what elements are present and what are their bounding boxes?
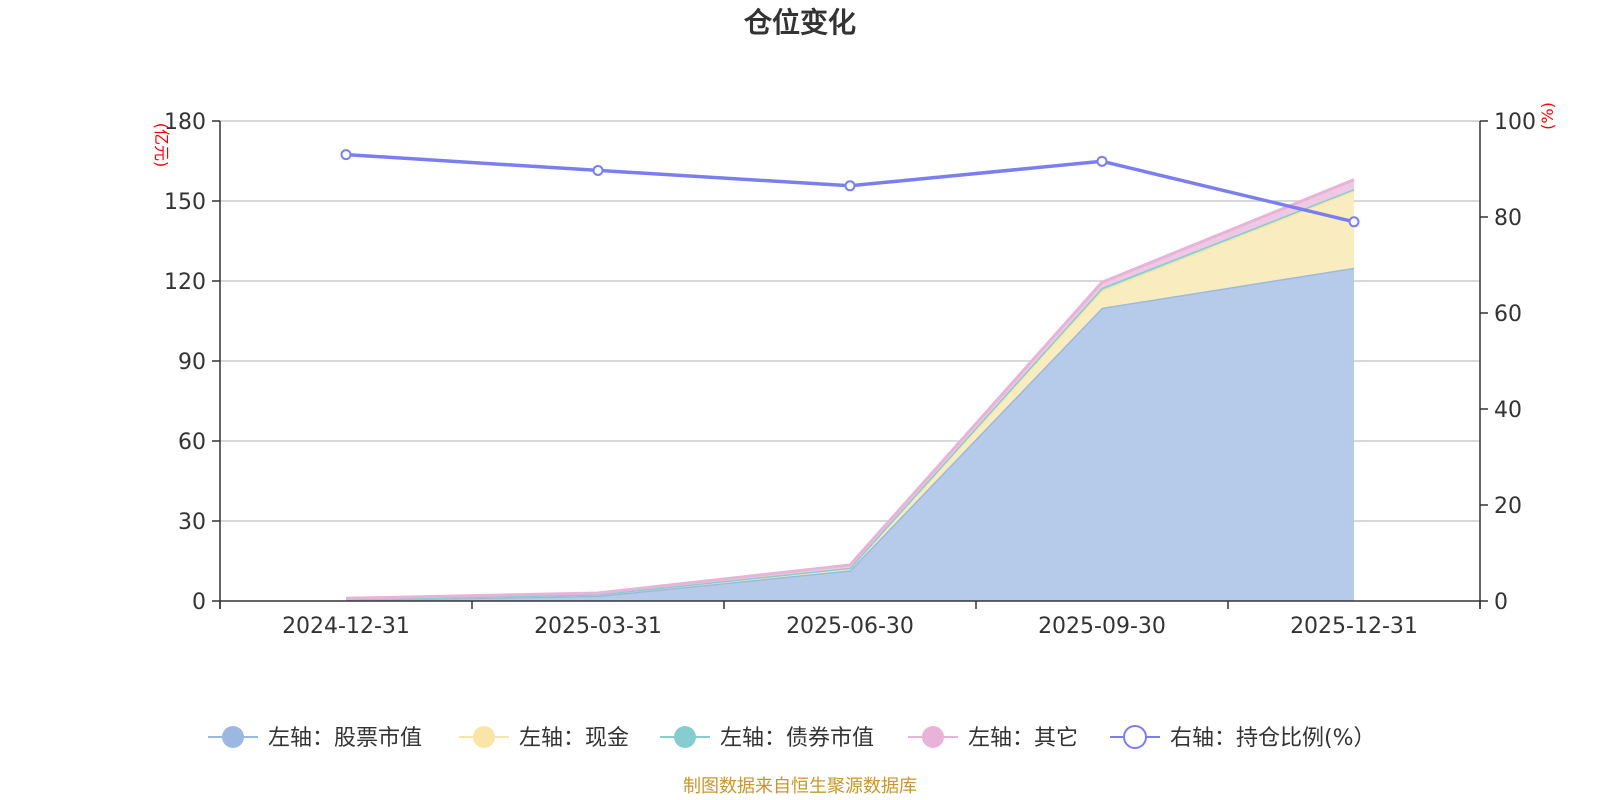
right-axis-tick-label: 20 <box>1494 494 1522 519</box>
left-axis-tick-label: 30 <box>178 510 206 535</box>
x-axis-tick-label: 2024-12-31 <box>282 614 410 639</box>
ratio-line-series <box>340 149 1360 228</box>
legend-marker <box>922 726 944 748</box>
right-axis-tick-label: 60 <box>1494 302 1522 327</box>
x-axis-tick-label: 2025-06-30 <box>786 614 914 639</box>
legend: 左轴：股票市值 左轴：现金 左轴：债券市值 左轴：其它 右轴：持仓比例(%） <box>208 725 1376 751</box>
ratio-point <box>592 164 604 176</box>
stacked-areas <box>345 178 1355 602</box>
legend-marker <box>674 726 696 748</box>
area-2 <box>346 190 1354 600</box>
left-axis-tick-label: 150 <box>164 190 206 215</box>
data-source-note: 制图数据来自恒生聚源数据库 <box>683 776 917 797</box>
ratio-point <box>340 149 352 161</box>
right-axis-tick-label: 100 <box>1494 110 1536 135</box>
legend-label: 左轴：其它 <box>968 726 1078 751</box>
legend-label: 左轴：债券市值 <box>720 726 874 751</box>
legend-marker <box>473 726 495 748</box>
right-axis-tick-label: 80 <box>1494 206 1522 231</box>
x-axis-tick-label: 2025-03-31 <box>534 614 662 639</box>
chart-title: 仓位变化 <box>744 6 856 39</box>
legend-marker <box>1123 725 1147 749</box>
left-axis-unit: (亿元) <box>152 123 171 168</box>
left-axis-tick-label: 90 <box>178 350 206 375</box>
x-axis-tick-label: 2025-12-31 <box>1290 614 1418 639</box>
x-axis-tick-label: 2025-09-30 <box>1038 614 1166 639</box>
left-axis-tick-label: 180 <box>164 110 206 135</box>
ratio-point <box>1348 216 1360 228</box>
right-axis-tick-label: 40 <box>1494 398 1522 423</box>
legend-label: 左轴：现金 <box>519 726 629 751</box>
legend-marker <box>222 726 244 748</box>
legend-label: 左轴：股票市值 <box>268 726 422 751</box>
ratio-point <box>844 180 856 192</box>
left-axis-tick-label: 0 <box>192 590 206 615</box>
right-axis-unit: (%) <box>1538 102 1557 130</box>
right-axis-tick-label: 0 <box>1494 590 1508 615</box>
legend-label: 右轴：持仓比例(%） <box>1170 726 1376 751</box>
area-1 <box>346 267 1354 601</box>
axes: 0 30 60 90 120 150 180 0 20 40 60 80 100 2024-12-31 20… <box>164 110 1536 639</box>
left-axis-tick-label: 60 <box>178 430 206 455</box>
ratio-point <box>1096 155 1108 167</box>
left-axis-tick-label: 120 <box>164 270 206 295</box>
area-edge-4 <box>345 178 1355 600</box>
